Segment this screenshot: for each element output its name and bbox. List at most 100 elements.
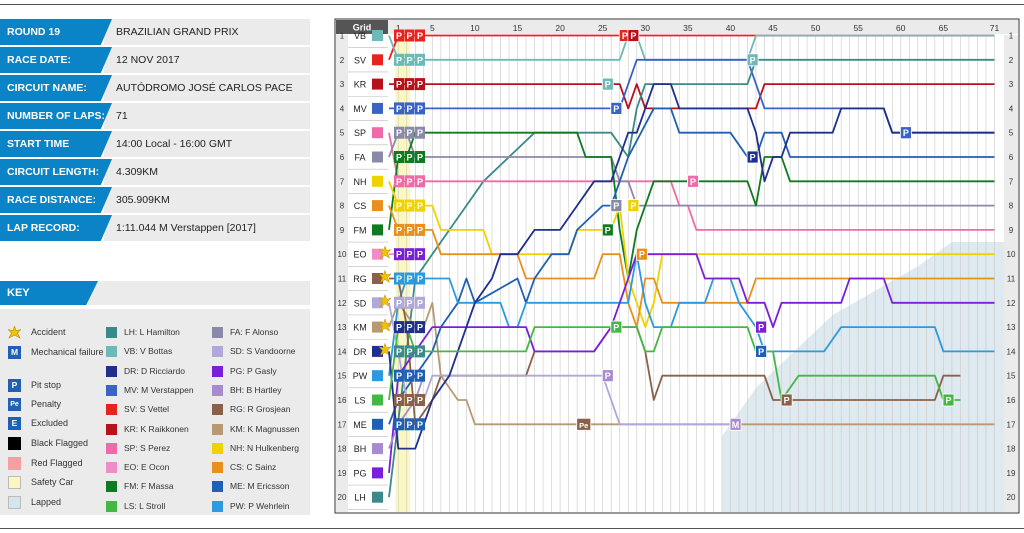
position-number-left: 12	[338, 299, 347, 308]
driver-position-line-bh	[388, 375, 425, 449]
pit-stop-marker	[415, 296, 425, 309]
grid-driver-code: ME	[353, 420, 367, 430]
pit-stop-marker	[601, 77, 614, 91]
accident-icon	[378, 269, 392, 284]
pit-stop-marker-label: P	[784, 396, 790, 406]
pit-stop-marker	[415, 151, 425, 163]
pit-stop-marker-label: P	[406, 177, 412, 187]
pit-stop-marker	[627, 199, 640, 213]
grid-driver-code: MV	[353, 104, 367, 114]
position-number-left: 7	[340, 177, 345, 186]
key-driver-label: KR: K Raikkonen	[124, 423, 189, 434]
info-row: 305.909KM RACE DISTANCE:	[0, 187, 310, 213]
driver-color-swatch	[106, 462, 117, 474]
pit-stop-marker-label: P	[406, 104, 412, 114]
key-status-label: Accident	[31, 327, 66, 337]
driver-position-line-pg	[388, 253, 995, 473]
black-flag-icon	[8, 437, 21, 450]
grid-driver-code: RG	[353, 274, 367, 284]
grid-driver-swatch	[372, 394, 383, 406]
pit-stop-marker	[394, 199, 404, 212]
pit-stop-marker	[415, 175, 425, 188]
position-number-right: 12	[1007, 299, 1016, 308]
lap-tick-label: 10	[470, 23, 480, 33]
pit-stop-marker-label: P	[630, 31, 636, 41]
pit-stop-marker-label: P	[417, 153, 423, 163]
driver-color-swatch	[212, 404, 223, 416]
pit-stop-marker	[415, 29, 425, 42]
grid-driver-code: BH	[354, 444, 367, 454]
key-status-label: Penalty	[31, 399, 62, 409]
driver-color-swatch	[212, 423, 223, 435]
pit-stop-marker	[394, 321, 404, 334]
grid-driver-swatch	[372, 345, 383, 357]
position-number-right: 14	[1007, 347, 1016, 356]
lap-tick-label: 35	[683, 23, 693, 33]
pit-stop-marker-label: P	[406, 250, 412, 260]
pit-stop-marker	[394, 126, 404, 139]
pit-stop-marker-label: P	[417, 201, 423, 211]
pit-stop-marker	[415, 418, 425, 431]
pit-stop-marker-label: P	[396, 323, 402, 333]
pit-stop-marker-label: P	[639, 250, 645, 260]
pit-stop-marker	[394, 296, 404, 309]
position-number-right: 13	[1007, 323, 1016, 332]
pit-stop-marker	[404, 394, 415, 406]
pit-stop-marker-label: P	[406, 128, 412, 138]
pit-stop-marker-label: P	[406, 420, 412, 430]
position-number-left: 14	[338, 347, 347, 356]
info-label: CIRCUIT NAME:	[0, 75, 112, 101]
position-number-left: 18	[338, 445, 347, 454]
info-value: 14:00 Local - 16:00 GMT	[104, 131, 310, 157]
pit-stop-marker	[627, 29, 640, 42]
chart-header-bar	[336, 20, 1018, 34]
key-status-label: Lapped	[31, 497, 62, 507]
accident-icon	[378, 294, 392, 308]
position-number-left: 15	[338, 372, 347, 381]
position-number-left: 20	[338, 493, 347, 502]
grid-driver-code: VB	[354, 31, 366, 41]
info-value: 305.909KM	[104, 187, 310, 213]
pit-stop-marker-label: P	[417, 396, 423, 406]
position-number-left: 8	[340, 202, 345, 211]
pit-stop-marker	[755, 344, 768, 358]
position-number-right: 17	[1007, 420, 1016, 429]
grid-driver-code: PG	[353, 468, 366, 478]
pit-stop-marker	[942, 393, 955, 407]
position-number-right: 7	[1009, 177, 1014, 186]
position-number-right: 1	[1009, 32, 1014, 41]
key-driver-label: RG: R Grosjean	[230, 404, 291, 415]
position-number-left: 1	[340, 32, 345, 41]
grid-driver-swatch	[372, 273, 383, 284]
grid-driver-code: SP	[354, 128, 366, 138]
pit-stop-marker-label: P	[945, 396, 951, 406]
key-status-label: Black Flagged	[31, 438, 89, 448]
position-number-right: 9	[1009, 226, 1014, 235]
key-driver-label: DR: D Ricciardo	[124, 365, 185, 376]
pit-stop-marker-label: P	[396, 347, 402, 357]
grid-driver-code: DR	[354, 347, 367, 357]
pit-stop-marker-label: P	[396, 31, 402, 41]
position-number-left: 4	[340, 104, 345, 113]
key-driver-label: MV: M Verstappen	[124, 384, 194, 395]
pit-stop-marker-label: P	[406, 225, 412, 235]
pit-stop-icon: P	[8, 379, 21, 392]
position-number-right: 15	[1007, 372, 1016, 381]
grid-driver-code: FM	[354, 225, 367, 235]
pit-stop-marker-label: P	[903, 128, 909, 138]
pit-stop-marker	[404, 369, 415, 382]
pit-stop-marker-label: P	[417, 420, 423, 430]
pit-stop-marker-label: P	[417, 128, 423, 138]
red-flag-icon	[8, 457, 21, 470]
pit-stop-marker-label: P	[406, 298, 412, 308]
lap-tick-label: 20	[555, 23, 565, 33]
info-row: AUTÓDROMO JOSÉ CARLOS PACE CIRCUIT NAME:	[0, 75, 310, 101]
driver-color-swatch	[212, 327, 223, 338]
pit-stop-marker-label: P	[396, 420, 402, 430]
pit-stop-marker-label: P	[417, 250, 423, 260]
info-label: CIRCUIT LENGTH:	[0, 159, 112, 185]
grid-driver-swatch	[372, 102, 383, 114]
info-label: NUMBER OF LAPS:	[0, 103, 112, 129]
grid-driver-swatch	[372, 321, 383, 333]
accident-icon	[378, 318, 392, 332]
